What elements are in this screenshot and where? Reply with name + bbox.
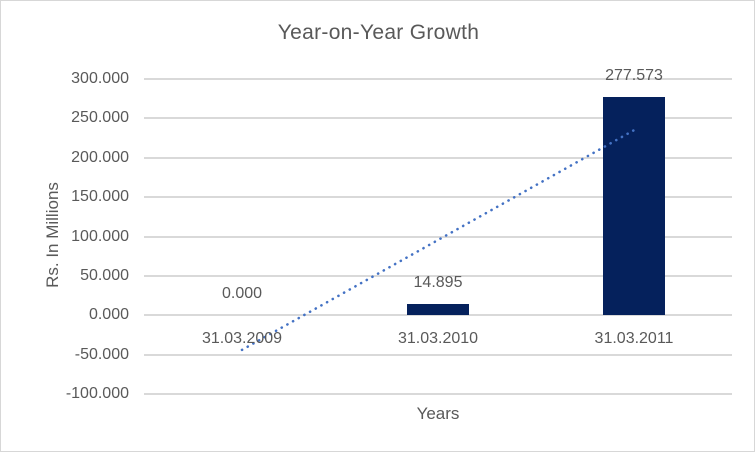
y-axis-tick-label: 100.000 xyxy=(71,227,129,245)
x-axis-category-label: 31.03.2011 xyxy=(594,330,674,348)
y-axis-tick-label: -100.000 xyxy=(65,385,129,402)
y-axis-tick-label: 0.000 xyxy=(88,306,129,324)
bar xyxy=(603,96,665,316)
gridline xyxy=(144,117,732,120)
bar-data-label: 14.895 xyxy=(413,273,463,291)
gridline xyxy=(144,393,732,395)
bar xyxy=(407,303,469,316)
x-axis-category-label: 31.03.2009 xyxy=(201,330,283,348)
x-axis-title: Years xyxy=(416,404,460,423)
chart-title: Year-on-Year Growth xyxy=(277,21,480,44)
y-axis-tick-label: -50.000 xyxy=(74,345,129,363)
y-axis-tick-label: 250.000 xyxy=(71,109,129,127)
x-axis-category-label: 31.03.2010 xyxy=(397,330,479,348)
y-axis-tick-label: 150.000 xyxy=(71,188,129,206)
bar-data-label: 0.000 xyxy=(221,285,263,303)
y-axis-tick-label: 200.000 xyxy=(71,148,129,166)
y-axis-tick-label: 50.000 xyxy=(80,266,129,284)
bar-data-label: 277.573 xyxy=(605,66,663,84)
gridline xyxy=(144,78,732,80)
y-axis-tick-label: 300.000 xyxy=(71,70,129,87)
gridline xyxy=(144,353,732,356)
